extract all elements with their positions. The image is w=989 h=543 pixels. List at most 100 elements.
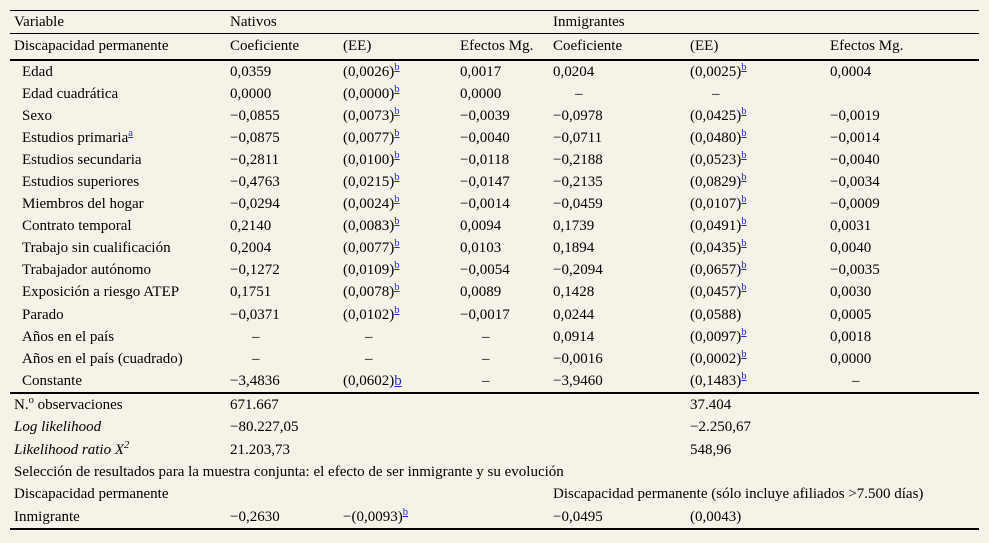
cell: −0,2811 — [230, 151, 280, 168]
table-row: Inmigrante −0,2630 −(0,0093)b −0,0495 (0,004… — [10, 506, 979, 528]
footnote-link-b[interactable]: b — [741, 348, 747, 360]
cell: −0,0711 — [553, 129, 603, 146]
col-header-coeficiente-nativos: Coeficiente — [230, 38, 300, 54]
footnote-link-b[interactable]: b — [741, 216, 747, 228]
footnote-link-b[interactable]: b — [394, 61, 400, 73]
footnote-link-b[interactable]: b — [741, 370, 747, 382]
cell: −0,0039 — [460, 107, 510, 124]
stats-value-nativos: 21.203,73 — [230, 441, 290, 458]
footnote-link-b[interactable]: b — [741, 326, 747, 338]
cell: (0,0829)b — [690, 172, 747, 191]
stats-row: Log likelihood −80.227,05 −2.250,67 — [10, 417, 979, 439]
footnote-link-b[interactable]: b — [394, 83, 400, 95]
cell: (0,0043) — [690, 508, 742, 525]
col-header-coeficiente-inmigrantes: Coeficiente — [553, 38, 623, 54]
cell: 0,0000 — [230, 85, 272, 102]
cell: 0,0017 — [460, 63, 502, 80]
row-label: Estudios superiores — [22, 174, 140, 191]
cell: (0,0480)b — [690, 127, 747, 146]
cell: 0,1894 — [553, 240, 595, 257]
cell: −0,0371 — [230, 306, 280, 323]
footnote-link-b[interactable]: b — [741, 282, 747, 294]
footnote-link-b[interactable]: b — [394, 372, 402, 389]
cell: (0,0109)b — [343, 260, 400, 279]
footnote-link-b[interactable]: b — [394, 194, 400, 206]
row-label: Constante — [22, 372, 82, 389]
cell: (0,0025)b — [690, 61, 747, 80]
footnote-link-b[interactable]: b — [741, 238, 747, 250]
cell: −0,0294 — [230, 196, 280, 213]
footnote-link-b[interactable]: b — [741, 194, 747, 206]
cell: 0,0040 — [830, 240, 872, 257]
cell: −0,0017 — [460, 306, 510, 323]
cell: 0,0004 — [830, 63, 872, 80]
cell: (0,0073)b — [343, 105, 400, 124]
footnote-link-b[interactable]: b — [394, 127, 400, 139]
cell: 0,1739 — [553, 218, 595, 235]
footnote-link-b[interactable]: b — [741, 61, 747, 73]
footnote-link-b[interactable]: b — [741, 260, 747, 272]
cell: −0,0019 — [830, 107, 880, 124]
footnote-link-b[interactable]: b — [394, 172, 400, 184]
cell: −0,0009 — [830, 196, 880, 213]
cell: −0,0034 — [830, 174, 880, 191]
footnote-link-b[interactable]: b — [741, 105, 747, 117]
selection-left-header: Discapacidad permanente — [14, 486, 169, 503]
col-header-ee-nativos: (EE) — [343, 38, 372, 54]
cell: −0,1272 — [230, 262, 280, 279]
cell: −0,2630 — [230, 508, 280, 525]
cell: (0,0215)b — [343, 172, 400, 191]
selection-title: Selección de resultados para la muestra … — [14, 463, 564, 480]
cell: (0,0457)b — [690, 282, 747, 301]
stats-value-inmigrantes: 37.404 — [690, 397, 732, 414]
cell: – — [482, 350, 490, 367]
cell: (0,0083)b — [343, 216, 400, 235]
footnote-link-b[interactable]: b — [402, 506, 408, 518]
cell: (0,0435)b — [690, 238, 747, 257]
selection-subheader-row: Discapacidad permanente Discapacidad per… — [10, 484, 979, 506]
footnote-link-b[interactable]: b — [394, 282, 400, 294]
footnote-link-b[interactable]: b — [394, 149, 400, 161]
cell: −0,0054 — [460, 262, 510, 279]
footnote-link-b[interactable]: b — [394, 105, 400, 117]
stats-value-inmigrantes: −2.250,67 — [690, 419, 751, 436]
row-label: Trabajador autónomo — [22, 262, 152, 279]
footnote-link-b[interactable]: b — [394, 260, 400, 272]
cell: – — [252, 350, 260, 367]
stats-row: Likelihood ratio X2 21.203,73 548,96 — [10, 439, 979, 461]
stats-value-inmigrantes: 548,96 — [690, 441, 732, 458]
cell: −0,0040 — [460, 129, 510, 146]
cell: (0,0024)b — [343, 194, 400, 213]
cell: (0,0491)b — [690, 216, 747, 235]
cell: 0,0103 — [460, 240, 502, 257]
footnote-link-b[interactable]: b — [394, 238, 400, 250]
cell: 0,0204 — [553, 63, 595, 80]
cell: – — [482, 372, 490, 389]
footnote-link-a[interactable]: a — [128, 127, 133, 139]
stats-value-nativos: 671.667 — [230, 397, 279, 414]
cell: 0,0000 — [830, 350, 872, 367]
col-group-inmigrantes: Inmigrantes — [553, 13, 625, 30]
table-row: Constante −3,4836 (0,0602)b – −3,9460 (0,1483… — [10, 370, 979, 392]
row-label: Exposición a riesgo ATEP — [22, 284, 180, 301]
cell: −(0,0093)b — [343, 506, 408, 525]
footnote-link-b[interactable]: b — [394, 304, 400, 316]
cell: (0,0002)b — [690, 348, 747, 367]
footnote-link-b[interactable]: b — [741, 149, 747, 161]
cell: −0,0118 — [460, 151, 510, 168]
cell: (0,0657)b — [690, 260, 747, 279]
footnote-link-b[interactable]: b — [741, 127, 747, 139]
cell: (0,0107)b — [690, 194, 747, 213]
footnote-link-b[interactable]: b — [741, 172, 747, 184]
cell: – — [365, 328, 373, 345]
cell: −0,0014 — [460, 196, 510, 213]
cell: (0,0000)b — [343, 83, 400, 102]
cell: 0,0030 — [830, 284, 872, 301]
stats-row: N.o observaciones 671.667 37.404 — [10, 394, 979, 416]
cell: (0,0100)b — [343, 149, 400, 168]
col-header-ee-inmigrantes: (EE) — [690, 38, 719, 54]
footnote-link-b[interactable]: b — [394, 216, 400, 228]
cell: 0,0359 — [230, 63, 272, 80]
stats-label: Likelihood ratio X2 — [14, 439, 130, 458]
